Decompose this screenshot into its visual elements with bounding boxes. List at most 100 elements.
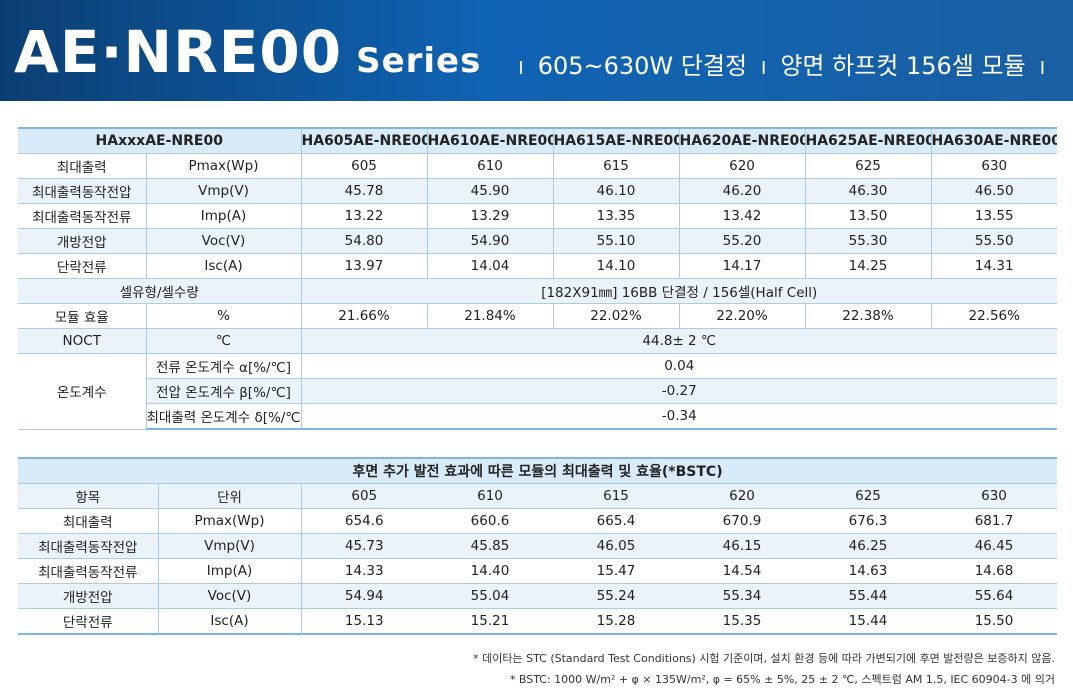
cell-value: 55.24	[553, 583, 679, 609]
series-title: AE·NRE00 Series	[14, 18, 481, 86]
spec-row: 최대출력동작전류 Imp(A) 13.22 13.29 13.35 13.42 …	[18, 203, 1057, 229]
cell-value: 14.04	[427, 253, 554, 279]
row-label: 개방전압	[18, 583, 159, 609]
row-label: 온도계수	[18, 353, 147, 430]
cell-value: 605	[301, 153, 428, 179]
cell-value: 14.54	[679, 558, 805, 584]
cell-value: 46.15	[679, 533, 805, 559]
cell-value: 610	[427, 153, 554, 179]
cell-value: 14.63	[805, 558, 931, 584]
cell-value: 14.17	[679, 253, 806, 279]
cell-value: 15.21	[427, 608, 553, 635]
column-header: 605	[301, 483, 427, 509]
footnote-stc: * 데이타는 STC (Standard Test Conditions) 시험…	[473, 652, 1055, 665]
model-header: HAxxxAE-NRE00	[18, 127, 302, 154]
cell-value: 46.45	[931, 533, 1058, 559]
spec-row: 개방전압 Voc(V) 54.80 54.90 55.10 55.20 55.3…	[18, 228, 1057, 254]
bifacial-table: 후면 추가 발전 효과에 따른 모듈의 최대출력 및 효율(*BSTC) 항목 …	[18, 457, 1058, 635]
cell-value: 22.02%	[553, 303, 680, 329]
cell-value: 681.7	[931, 508, 1058, 534]
row-unit: Imp(A)	[158, 558, 302, 584]
cell-value: 54.94	[301, 583, 427, 609]
cell-value: 54.80	[301, 228, 428, 254]
cell-value: 21.84%	[427, 303, 554, 329]
cell-value: 45.90	[427, 178, 554, 204]
table-row: 최대출력동작전류 Imp(A) 14.33 14.40 15.47 14.54 …	[18, 558, 1058, 584]
cell-value: 0.04	[301, 353, 1057, 379]
row-label: 최대출력	[18, 508, 159, 534]
row-label: 최대출력동작전류	[18, 203, 147, 229]
noct-row: NOCT ℃ 44.8± 2 ℃	[18, 328, 1057, 354]
cell-value: 654.6	[301, 508, 427, 534]
footnote-bstc: * BSTC: 1000 W/m² + φ × 135W/m², φ = 65%…	[509, 673, 1055, 686]
table-row: 개방전압 Voc(V) 54.94 55.04 55.24 55.34 55.4…	[18, 583, 1058, 609]
model-name: HA620AE-NRE00	[679, 127, 806, 154]
cell-value: 15.13	[301, 608, 427, 635]
row-unit: Voc(V)	[146, 228, 302, 254]
row-label: 최대출력	[18, 153, 147, 179]
row-label: 개방전압	[18, 228, 147, 254]
cell-value: 15.50	[931, 608, 1058, 635]
temp-coeff-row: 전압 온도계수 β[%/℃] -0.27	[18, 378, 1057, 404]
cell-value: 13.29	[427, 203, 554, 229]
row-label: 모듈 효율	[18, 303, 147, 329]
cell-value: 670.9	[679, 508, 805, 534]
cell-value: 55.50	[931, 228, 1057, 254]
model-name: HA615AE-NRE00	[553, 127, 680, 154]
cell-value: 15.28	[553, 608, 679, 635]
tagline-module: 양면 하프컷 156셀 모듈	[780, 52, 1026, 80]
header-banner: AE·NRE00 Series I 605~630W 단결정 I 양면 하프컷 156셀…	[0, 0, 1073, 101]
cell-value: 13.50	[805, 203, 932, 229]
cell-value: 55.30	[805, 228, 932, 254]
efficiency-row: 모듈 효율 % 21.66% 21.84% 22.02% 22.20% 22.3…	[18, 303, 1057, 329]
row-label: 최대출력동작전류	[18, 558, 159, 584]
spec-row: 최대출력 Pmax(Wp) 605 610 615 620 625 630	[18, 153, 1057, 179]
model-name: HA610AE-NRE00	[427, 127, 554, 154]
cell-value: 13.35	[553, 203, 680, 229]
cell-value: 15.35	[679, 608, 805, 635]
row-unit: Vmp(V)	[146, 178, 302, 204]
row-unit: Isc(A)	[146, 253, 302, 279]
row-label: 셀유형/셀수량	[18, 278, 302, 304]
cell-value: 22.56%	[931, 303, 1057, 329]
cell-value: 14.40	[427, 558, 553, 584]
cell-value: -0.34	[301, 403, 1057, 430]
cell-value: 14.68	[931, 558, 1058, 584]
row-label: 최대출력동작전압	[18, 533, 159, 559]
row-unit: ℃	[146, 328, 302, 354]
cell-value: 55.04	[427, 583, 553, 609]
spec-table: HAxxxAE-NRE00 HA605AE-NRE00 HA610AE-NRE0…	[18, 127, 1057, 430]
cell-value: 660.6	[427, 508, 553, 534]
cell-value: 665.4	[553, 508, 679, 534]
row-unit: 최대출력 온도계수 δ[%/℃]	[146, 403, 302, 430]
header-row: 항목 단위 605 610 615 620 625 630	[18, 483, 1058, 509]
cell-value: 14.33	[301, 558, 427, 584]
tag-separator: I	[518, 58, 524, 79]
row-label: 단락전류	[18, 608, 159, 635]
cell-value: 46.30	[805, 178, 932, 204]
series-name: AE·NRE00	[14, 18, 343, 86]
model-name: HA630AE-NRE00	[931, 127, 1057, 154]
cell-value: 14.25	[805, 253, 932, 279]
row-unit: Pmax(Wp)	[146, 153, 302, 179]
column-header: 610	[427, 483, 553, 509]
cell-value: 55.10	[553, 228, 680, 254]
cell-value: 15.44	[805, 608, 931, 635]
table-row: 최대출력 Pmax(Wp) 654.6 660.6 665.4 670.9 67…	[18, 508, 1058, 534]
column-header: 620	[679, 483, 805, 509]
cell-value: 15.47	[553, 558, 679, 584]
row-label: NOCT	[18, 328, 147, 354]
cell-value: 22.20%	[679, 303, 806, 329]
cell-value: 45.78	[301, 178, 428, 204]
footnotes: * 데이타는 STC (Standard Test Conditions) 시험…	[473, 648, 1055, 690]
tag-separator: I	[1039, 58, 1045, 79]
cell-value: 55.44	[805, 583, 931, 609]
row-label: 단락전류	[18, 253, 147, 279]
cell-value: 620	[679, 153, 806, 179]
model-name: HA605AE-NRE00	[301, 127, 428, 154]
table-row: 최대출력동작전압 Vmp(V) 45.73 45.85 46.05 46.15 …	[18, 533, 1058, 559]
cell-value: 676.3	[805, 508, 931, 534]
row-unit: 전압 온도계수 β[%/℃]	[146, 378, 302, 404]
table-row: 단락전류 Isc(A) 15.13 15.21 15.28 15.35 15.4…	[18, 608, 1058, 635]
noct-value: 44.8± 2 ℃	[301, 328, 1057, 354]
